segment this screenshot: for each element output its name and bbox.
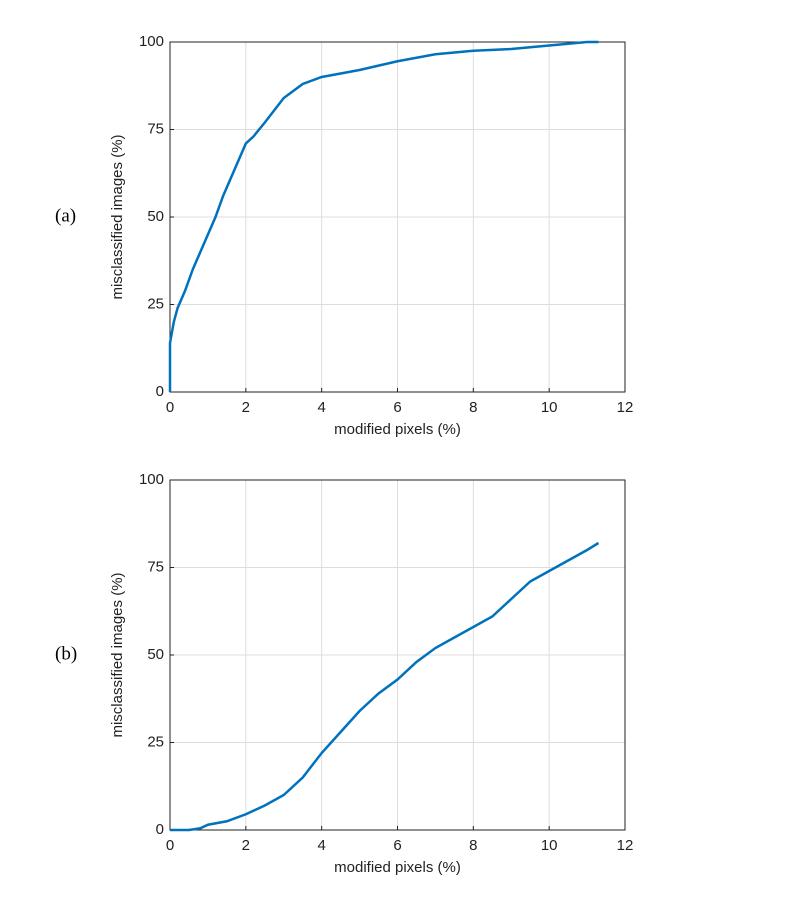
x-tick-label: 8 — [469, 399, 477, 416]
x-tick-label: 4 — [317, 837, 325, 854]
y-axis-label: misclassified images (%) — [109, 134, 126, 299]
y-tick-label: 100 — [139, 471, 164, 488]
x-tick-label: 2 — [242, 837, 250, 854]
x-axis-label: modified pixels (%) — [334, 421, 461, 438]
x-tick-label: 12 — [617, 399, 634, 416]
x-tick-label: 2 — [242, 399, 250, 416]
y-tick-label: 50 — [147, 208, 164, 225]
y-axis-label: misclassified images (%) — [109, 572, 126, 737]
y-tick-label: 75 — [147, 120, 164, 137]
y-tick-label: 75 — [147, 558, 164, 575]
data-line — [168, 40, 599, 392]
y-tick-label: 50 — [147, 646, 164, 663]
plot-frame — [169, 41, 626, 393]
x-tick-label: 0 — [166, 399, 174, 416]
panel-label: (b) — [55, 643, 77, 664]
x-tick-label: 12 — [617, 837, 634, 854]
y-tick-label: 0 — [156, 383, 164, 400]
panel-label: (a) — [55, 205, 76, 226]
x-tick-label: 6 — [393, 837, 401, 854]
plot-frame — [169, 479, 626, 831]
y-tick-label: 0 — [156, 821, 164, 838]
x-tick-label: 10 — [541, 837, 558, 854]
x-tick-label: 4 — [317, 399, 325, 416]
x-tick-label: 0 — [166, 837, 174, 854]
x-tick-label: 6 — [393, 399, 401, 416]
x-tick-label: 10 — [541, 399, 558, 416]
y-tick-label: 25 — [147, 733, 164, 750]
x-axis-label: modified pixels (%) — [334, 859, 461, 876]
x-tick-label: 8 — [469, 837, 477, 854]
y-tick-label: 100 — [139, 33, 164, 50]
data-line — [170, 541, 600, 832]
y-tick-label: 25 — [147, 295, 164, 312]
